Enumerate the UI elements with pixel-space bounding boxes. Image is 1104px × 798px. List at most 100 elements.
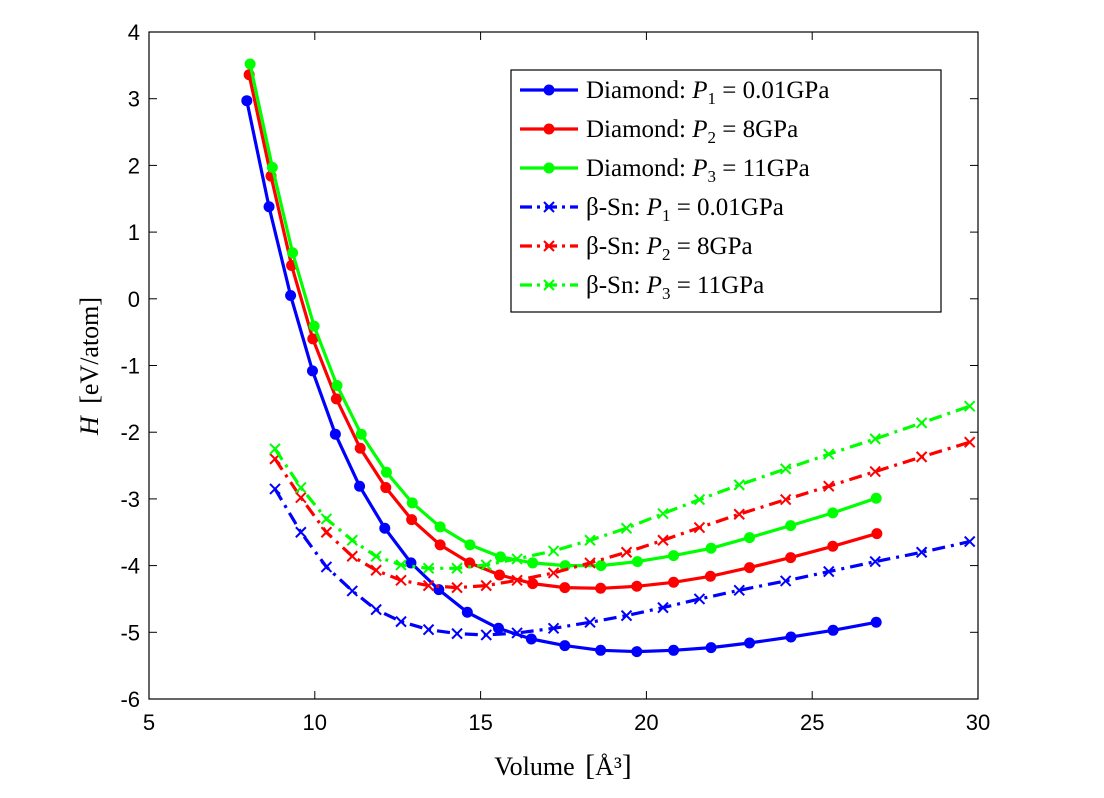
x-tick-label: 5 bbox=[143, 710, 155, 735]
data-point bbox=[285, 289, 297, 301]
data-point bbox=[269, 443, 281, 455]
data-point bbox=[733, 479, 745, 491]
data-point bbox=[559, 582, 571, 594]
data-point bbox=[668, 644, 680, 656]
data-point bbox=[395, 574, 407, 586]
data-point bbox=[964, 400, 976, 412]
data-point bbox=[511, 627, 523, 639]
legend-swatch-marker bbox=[543, 84, 555, 96]
data-point bbox=[869, 433, 881, 445]
legend-label: Diamond: P2 = 8GPa bbox=[586, 116, 798, 147]
data-point bbox=[461, 606, 473, 618]
x-tick-label: 30 bbox=[966, 710, 990, 735]
data-point bbox=[631, 580, 643, 592]
data-point bbox=[595, 582, 607, 594]
y-tick-label: 4 bbox=[128, 20, 140, 45]
data-point bbox=[525, 633, 537, 645]
data-point bbox=[329, 428, 341, 440]
y-tick-label: 1 bbox=[128, 220, 140, 245]
data-point bbox=[657, 601, 669, 614]
data-point bbox=[422, 579, 435, 592]
x-tick-label: 10 bbox=[303, 710, 327, 735]
y-tick-label: -1 bbox=[120, 354, 140, 379]
data-point bbox=[964, 436, 976, 448]
data-point bbox=[494, 569, 506, 581]
data-point bbox=[733, 508, 745, 520]
data-point bbox=[295, 481, 307, 494]
data-point bbox=[869, 555, 881, 568]
data-point bbox=[406, 514, 418, 526]
y-axis-label-unit: [eV/atom] bbox=[75, 297, 104, 404]
legend-entry-5: β-Sn: P2 = 8GPa bbox=[520, 233, 753, 264]
data-point bbox=[584, 557, 596, 569]
x-axis-label-unit: Å³ bbox=[595, 752, 622, 781]
legend-entry-4: β-Sn: P1 = 0.01GPa bbox=[520, 194, 784, 225]
y-tick-label: -6 bbox=[120, 687, 140, 712]
data-point bbox=[346, 534, 358, 546]
data-point bbox=[827, 624, 839, 636]
data-point bbox=[320, 526, 333, 538]
data-point bbox=[241, 95, 253, 107]
data-point bbox=[779, 575, 792, 587]
data-point bbox=[480, 579, 492, 592]
data-point bbox=[494, 551, 506, 563]
legend-swatch-marker bbox=[543, 123, 555, 135]
data-point bbox=[693, 593, 706, 605]
data-point bbox=[370, 564, 382, 576]
y-tick-label: -4 bbox=[120, 554, 140, 579]
data-point bbox=[631, 646, 643, 658]
data-point bbox=[595, 644, 607, 656]
data-point bbox=[307, 333, 319, 345]
data-point bbox=[657, 534, 669, 546]
data-point bbox=[379, 522, 391, 534]
data-point bbox=[871, 528, 883, 540]
data-point bbox=[480, 629, 492, 641]
data-point bbox=[705, 542, 717, 554]
series-1 bbox=[241, 95, 882, 658]
data-point bbox=[915, 451, 928, 463]
data-point bbox=[320, 513, 333, 525]
x-tick-label: 25 bbox=[800, 710, 824, 735]
data-point bbox=[779, 493, 792, 506]
data-point bbox=[527, 578, 539, 590]
data-point bbox=[511, 553, 523, 565]
legend-entry-6: β-Sn: P3 = 11GPa bbox=[520, 272, 764, 303]
data-point bbox=[480, 559, 492, 571]
legend: Diamond: P1 = 0.01GPa Diamond: P2 = 8GPa D… bbox=[510, 69, 942, 313]
series-4 bbox=[269, 483, 976, 641]
data-point bbox=[668, 576, 680, 588]
legend-swatch-marker bbox=[543, 201, 555, 213]
data-point bbox=[693, 521, 706, 534]
data-point bbox=[380, 466, 392, 478]
data-point bbox=[406, 497, 418, 509]
legend-label: β-Sn: P1 = 0.01GPa bbox=[586, 194, 784, 225]
y-axis-label-var: H bbox=[75, 415, 104, 436]
legend-label: Diamond: P3 = 11GPa bbox=[586, 155, 810, 186]
legend-label: β-Sn: P2 = 8GPa bbox=[586, 233, 753, 264]
data-point bbox=[785, 631, 797, 643]
y-tick-label: -2 bbox=[120, 420, 140, 445]
data-point bbox=[434, 521, 446, 533]
data-point bbox=[779, 463, 792, 475]
data-point bbox=[869, 465, 881, 478]
data-point bbox=[354, 480, 366, 492]
data-point bbox=[330, 393, 342, 405]
data-point bbox=[346, 585, 358, 597]
data-point bbox=[422, 562, 435, 574]
data-point bbox=[451, 562, 463, 574]
data-point bbox=[827, 507, 839, 519]
data-point bbox=[620, 546, 633, 558]
y-axis-label: H [eV/atom] bbox=[75, 297, 104, 436]
data-point bbox=[827, 540, 839, 552]
data-point bbox=[823, 565, 835, 578]
data-point bbox=[527, 557, 539, 569]
x-tick-label: 15 bbox=[468, 710, 492, 735]
data-point bbox=[870, 492, 882, 504]
data-point bbox=[744, 562, 756, 574]
legend-swatch-marker bbox=[543, 162, 555, 174]
data-point bbox=[744, 637, 756, 649]
legend-label: β-Sn: P3 = 11GPa bbox=[586, 272, 764, 303]
data-point bbox=[823, 448, 835, 460]
data-point bbox=[464, 539, 476, 551]
data-point bbox=[380, 482, 392, 494]
